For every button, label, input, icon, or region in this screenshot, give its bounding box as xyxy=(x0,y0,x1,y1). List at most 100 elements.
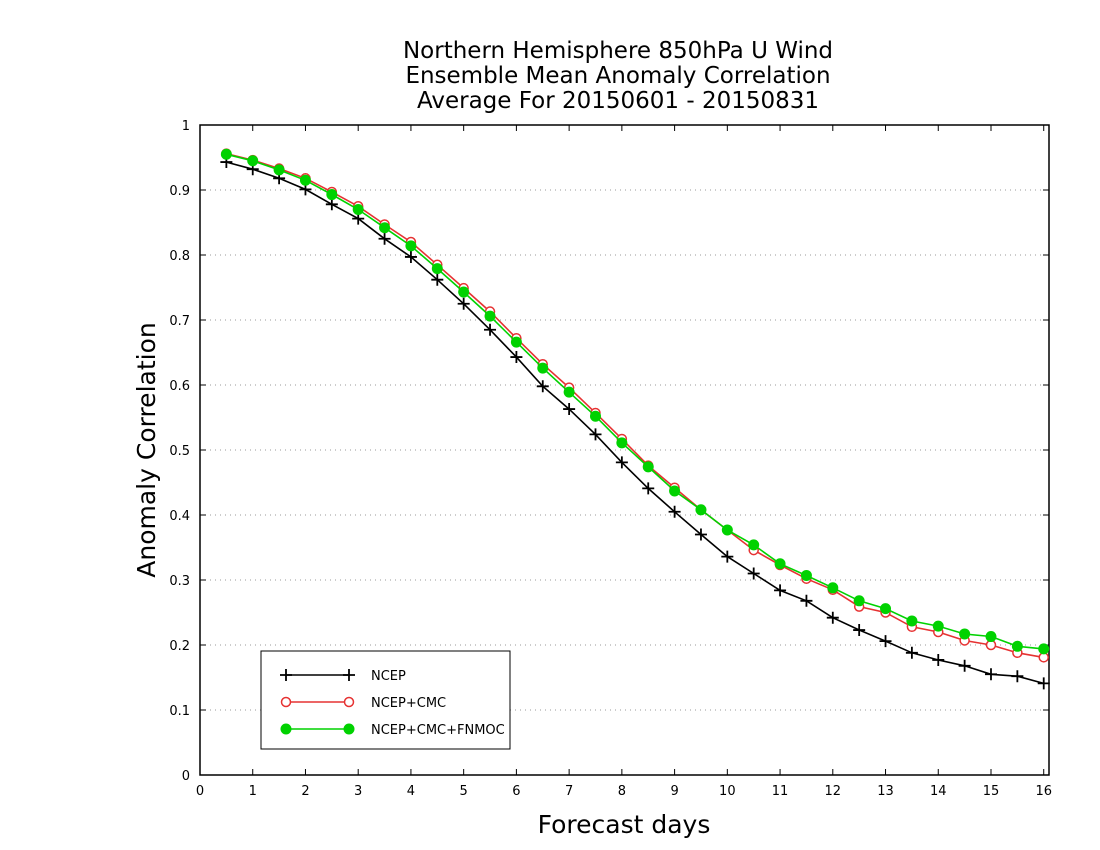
data-series xyxy=(220,148,1050,690)
data-point xyxy=(404,250,417,263)
data-point xyxy=(932,620,944,632)
data-point xyxy=(1037,677,1050,690)
data-point xyxy=(247,155,259,167)
series-line xyxy=(226,152,1044,659)
data-point xyxy=(694,528,707,541)
data-point xyxy=(325,198,338,211)
legend-marker xyxy=(280,669,292,681)
x-tick-label: 2 xyxy=(301,784,309,799)
data-point xyxy=(326,189,338,201)
legend-marker xyxy=(280,696,292,708)
chart-title-line: Northern Hemisphere 850hPa U Wind xyxy=(403,38,833,64)
y-tick-label: 0.9 xyxy=(169,184,190,199)
data-point xyxy=(220,148,232,160)
data-point xyxy=(1038,643,1050,655)
x-tick-label: 0 xyxy=(196,784,204,799)
data-point xyxy=(537,362,549,374)
y-tick-label: 0.5 xyxy=(169,444,190,459)
data-point xyxy=(985,631,997,643)
data-point xyxy=(458,286,470,298)
data-point xyxy=(958,659,971,672)
x-tick-label: 15 xyxy=(983,784,1000,799)
y-tick-label: 1 xyxy=(182,119,190,134)
legend-item: NCEP+CMC xyxy=(280,696,446,711)
x-axis-label: Forecast days xyxy=(538,810,711,839)
data-point xyxy=(853,595,865,607)
data-point xyxy=(536,380,549,393)
data-point xyxy=(721,550,734,563)
data-point xyxy=(510,336,522,348)
data-point xyxy=(352,204,364,215)
y-tick-label: 0.3 xyxy=(169,574,190,589)
series-ncep-cmc xyxy=(221,148,1049,663)
x-tick-label: 10 xyxy=(719,784,736,799)
legend-label: NCEP xyxy=(371,669,406,684)
x-tick-label: 8 xyxy=(618,784,626,799)
data-point xyxy=(905,646,918,659)
y-tick-label: 0.7 xyxy=(169,314,190,329)
data-point xyxy=(800,594,813,607)
data-point xyxy=(669,485,681,497)
data-point xyxy=(774,558,786,570)
legend-label: NCEP+CMC xyxy=(371,696,446,711)
chart-title-line: Ensemble Mean Anomaly Correlation xyxy=(405,63,830,89)
x-tick-label: 4 xyxy=(407,784,415,799)
x-tick-label: 12 xyxy=(825,784,842,799)
series-ncep-cmc-fnmoc xyxy=(220,148,1050,655)
chart-title-line: Average For 20150601 - 20150831 xyxy=(417,88,819,114)
data-point xyxy=(879,635,892,648)
data-point xyxy=(642,482,655,495)
data-point xyxy=(695,504,707,516)
y-tick-label: 0.6 xyxy=(169,379,190,394)
data-point xyxy=(1011,640,1023,652)
data-point xyxy=(484,310,496,322)
y-axis-label: Anomaly Correlation xyxy=(132,322,161,577)
y-tick-label: 0.1 xyxy=(169,704,190,719)
data-point xyxy=(959,628,971,640)
data-point xyxy=(431,273,444,286)
x-tick-label: 14 xyxy=(930,784,947,799)
chart-title: Northern Hemisphere 850hPa U WindEnsembl… xyxy=(403,38,833,114)
data-point xyxy=(800,569,812,581)
data-point xyxy=(563,403,576,416)
x-tick-label: 6 xyxy=(512,784,520,799)
data-point xyxy=(721,524,733,536)
data-point xyxy=(615,456,628,469)
series-line xyxy=(226,161,1044,685)
series-line xyxy=(226,153,1044,650)
data-point xyxy=(273,164,285,176)
legend-marker xyxy=(343,669,355,681)
data-point xyxy=(457,297,470,310)
data-point xyxy=(589,410,601,422)
x-tick-label: 1 xyxy=(249,784,257,799)
legend-item: NCEP+CMC+FNMOC xyxy=(280,723,505,738)
x-tick-label: 7 xyxy=(565,784,573,799)
legend-label: NCEP+CMC+FNMOC xyxy=(371,723,505,738)
legend-marker xyxy=(343,696,355,708)
data-point xyxy=(668,505,681,518)
y-tick-label: 0.4 xyxy=(169,509,190,524)
data-point xyxy=(378,232,391,245)
data-point xyxy=(642,461,654,473)
legend-marker xyxy=(343,723,355,735)
legend-item: NCEP xyxy=(280,669,406,684)
data-point xyxy=(826,611,839,624)
data-point xyxy=(1011,670,1024,683)
data-point xyxy=(589,428,602,441)
data-point xyxy=(827,582,839,594)
data-point xyxy=(510,351,523,364)
data-point xyxy=(880,603,892,615)
data-point xyxy=(984,668,997,681)
series-ncep xyxy=(220,156,1050,690)
data-point xyxy=(299,174,311,186)
data-point xyxy=(748,539,760,551)
data-point xyxy=(747,567,760,580)
data-point xyxy=(774,584,787,597)
data-point xyxy=(932,653,945,666)
axis-ticks: 0 1 2 3 4 5 6 7 8 9 10 11 12 13 14 15 1600.10.20.30.40.5… xyxy=(169,119,1052,799)
legend: NCEP NCEP+CMC NCEP+CMC+FNMOC xyxy=(260,650,511,750)
data-point xyxy=(616,437,628,449)
data-point xyxy=(853,624,866,637)
x-tick-label: 9 xyxy=(670,784,678,799)
